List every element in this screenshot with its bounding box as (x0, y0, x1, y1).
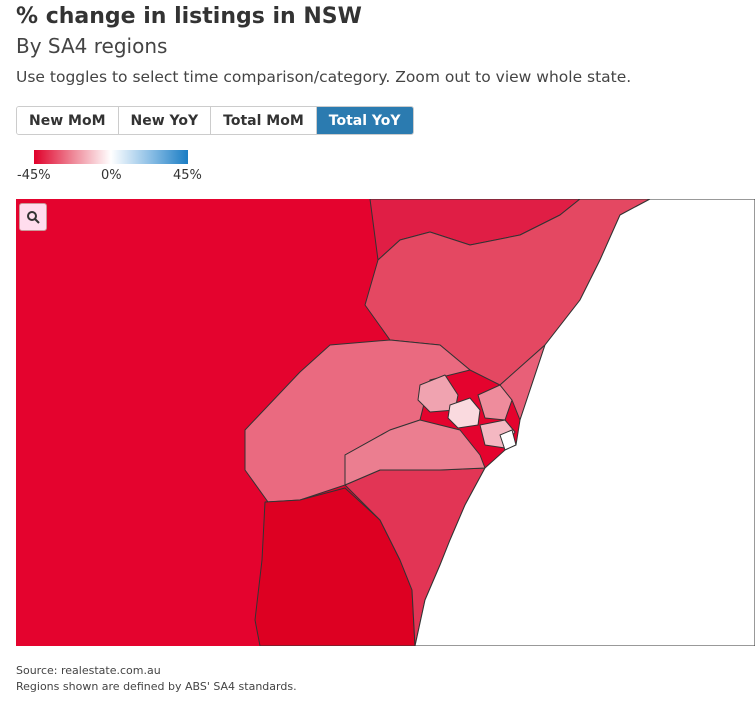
title: % change in listings in NSW (16, 4, 362, 29)
region[interactable] (477, 384, 513, 421)
zoom-icon (27, 211, 40, 224)
toggle-button[interactable]: Total MoM (211, 107, 317, 134)
region[interactable] (447, 397, 481, 429)
zoom-button[interactable] (19, 203, 47, 231)
legend-gradient (34, 150, 188, 164)
region[interactable] (344, 419, 486, 486)
toggle-button[interactable]: New YoY (118, 107, 212, 134)
source: Source: realestate.com.au (16, 664, 161, 677)
instructions: Use toggles to select time comparison/ca… (16, 68, 632, 86)
legend-label: 45% (173, 168, 202, 183)
toggle-button[interactable]: Total YoY (316, 107, 413, 134)
source-note: Regions shown are defined by ABS' SA4 st… (16, 680, 297, 693)
legend-label: -45% (17, 168, 51, 183)
legend-label: 0% (101, 168, 122, 183)
toggle-group: New MoM New YoY Total MoM Total YoY (16, 106, 414, 135)
ocean (414, 199, 755, 646)
subtitle: By SA4 regions (16, 34, 168, 58)
toggle-button[interactable]: New MoM (17, 107, 119, 134)
map[interactable] (16, 199, 755, 646)
